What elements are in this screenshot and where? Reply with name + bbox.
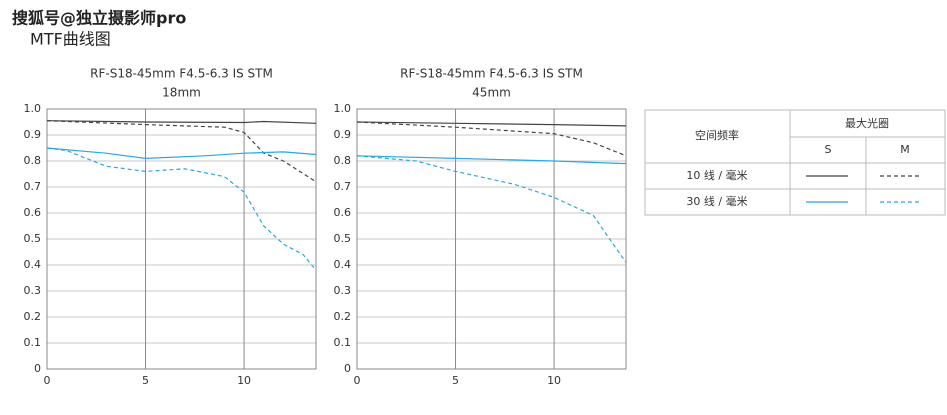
- y-tick-label: 0.1: [334, 336, 352, 349]
- series-line: [356, 155, 627, 165]
- x-tick-label: 10: [547, 374, 561, 387]
- series-line: [356, 155, 627, 263]
- series-line: [46, 147, 317, 159]
- y-tick-label: 0: [34, 362, 41, 375]
- table-header: 空间频率: [695, 128, 739, 142]
- y-tick-label: 0.2: [24, 310, 42, 323]
- heading: MTF曲线图: [30, 30, 111, 49]
- watermark: 搜狐号@独立摄影师pro: [12, 9, 186, 28]
- y-tick-label: 1.0: [334, 102, 352, 115]
- plot-frame: [356, 108, 627, 370]
- x-tick-label: 0: [354, 374, 361, 387]
- table-subheader: S: [825, 143, 832, 156]
- chart-title: RF-S18-45mm F4.5-6.3 IS STM: [90, 67, 273, 81]
- y-tick-label: 1.0: [24, 102, 42, 115]
- table-row-label: 30 线 / 毫米: [686, 194, 747, 208]
- chart-title: RF-S18-45mm F4.5-6.3 IS STM: [400, 67, 583, 81]
- chart-subtitle: 18mm: [162, 86, 201, 100]
- x-tick-label: 5: [142, 374, 149, 387]
- y-tick-label: 0.8: [334, 154, 352, 167]
- x-tick-label: 10: [237, 374, 251, 387]
- series-line: [356, 121, 627, 127]
- table-row-label: 10 线 / 毫米: [686, 168, 747, 182]
- series-line: [356, 121, 627, 157]
- y-tick-label: 0.1: [24, 336, 42, 349]
- y-tick-label: 0.3: [24, 284, 42, 297]
- y-tick-label: 0.4: [334, 258, 352, 271]
- chart-subtitle: 45mm: [472, 86, 511, 100]
- y-tick-label: 0.4: [24, 258, 42, 271]
- y-tick-label: 0.9: [334, 128, 352, 141]
- series-line: [46, 120, 317, 183]
- y-tick-label: 0.3: [334, 284, 352, 297]
- y-tick-label: 0.8: [24, 154, 42, 167]
- x-tick-label: 0: [44, 374, 51, 387]
- y-tick-label: 0.6: [24, 206, 42, 219]
- y-tick-label: 0.2: [334, 310, 352, 323]
- y-tick-label: 0.5: [334, 232, 352, 245]
- table-header: 最大光圈: [845, 116, 889, 130]
- series-line: [46, 147, 317, 271]
- series-line: [46, 120, 317, 124]
- table-subheader: M: [900, 143, 910, 156]
- y-tick-label: 0.9: [24, 128, 42, 141]
- x-tick-label: 5: [452, 374, 459, 387]
- y-tick-label: 0.5: [24, 232, 42, 245]
- y-tick-label: 0: [344, 362, 351, 375]
- plot-frame: [46, 108, 317, 370]
- legend-table: 空间频率 最大光圈 S M 10 线 / 毫米 30 线 / 毫米: [644, 109, 946, 216]
- y-tick-label: 0.7: [24, 180, 42, 193]
- y-tick-label: 0.7: [334, 180, 352, 193]
- y-tick-label: 0.6: [334, 206, 352, 219]
